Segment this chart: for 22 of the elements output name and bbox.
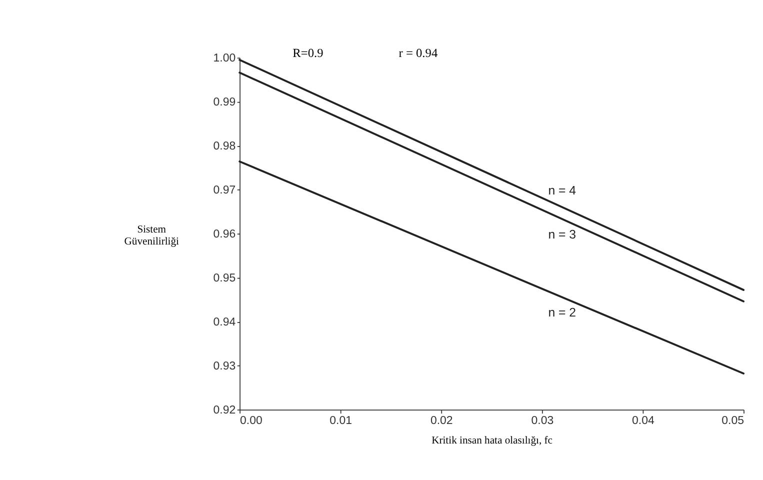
x-tick-label: 0.05 — [722, 415, 744, 428]
y-tick-label: 0.92 — [213, 404, 236, 417]
x-tick-label: 0.04 — [632, 415, 655, 428]
y-tick-label: 0.97 — [213, 184, 236, 197]
x-tick-label: 0.02 — [430, 415, 453, 428]
x-tick-label: 0.01 — [330, 415, 352, 428]
x-tick-label: 0.03 — [531, 415, 554, 428]
series-label: n = 3 — [548, 227, 576, 242]
annotation: r = 0.94 — [398, 46, 438, 60]
series-label: n = 4 — [548, 184, 576, 198]
annotation: R=0.9 — [292, 46, 324, 60]
y-tick-label: 1.00 — [213, 52, 236, 65]
y-axis-title: Sistem Güvenilirliği — [124, 224, 180, 248]
y-tick-label: 0.98 — [213, 140, 236, 153]
y-tick-label: 0.93 — [213, 360, 236, 373]
x-axis-title: Kritik insan hata olasılığı, fc — [432, 436, 553, 447]
series-label: n = 2 — [548, 306, 576, 320]
y-tick-label: 0.96 — [213, 228, 236, 241]
x-tick-label: 0.00 — [240, 415, 262, 428]
y-tick-label: 0.94 — [213, 316, 236, 329]
y-tick-label: 0.99 — [213, 96, 236, 109]
y-tick-label: 0.95 — [213, 272, 236, 285]
